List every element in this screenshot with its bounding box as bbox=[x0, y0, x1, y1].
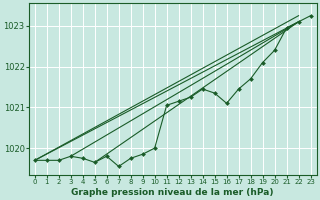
X-axis label: Graphe pression niveau de la mer (hPa): Graphe pression niveau de la mer (hPa) bbox=[71, 188, 274, 197]
